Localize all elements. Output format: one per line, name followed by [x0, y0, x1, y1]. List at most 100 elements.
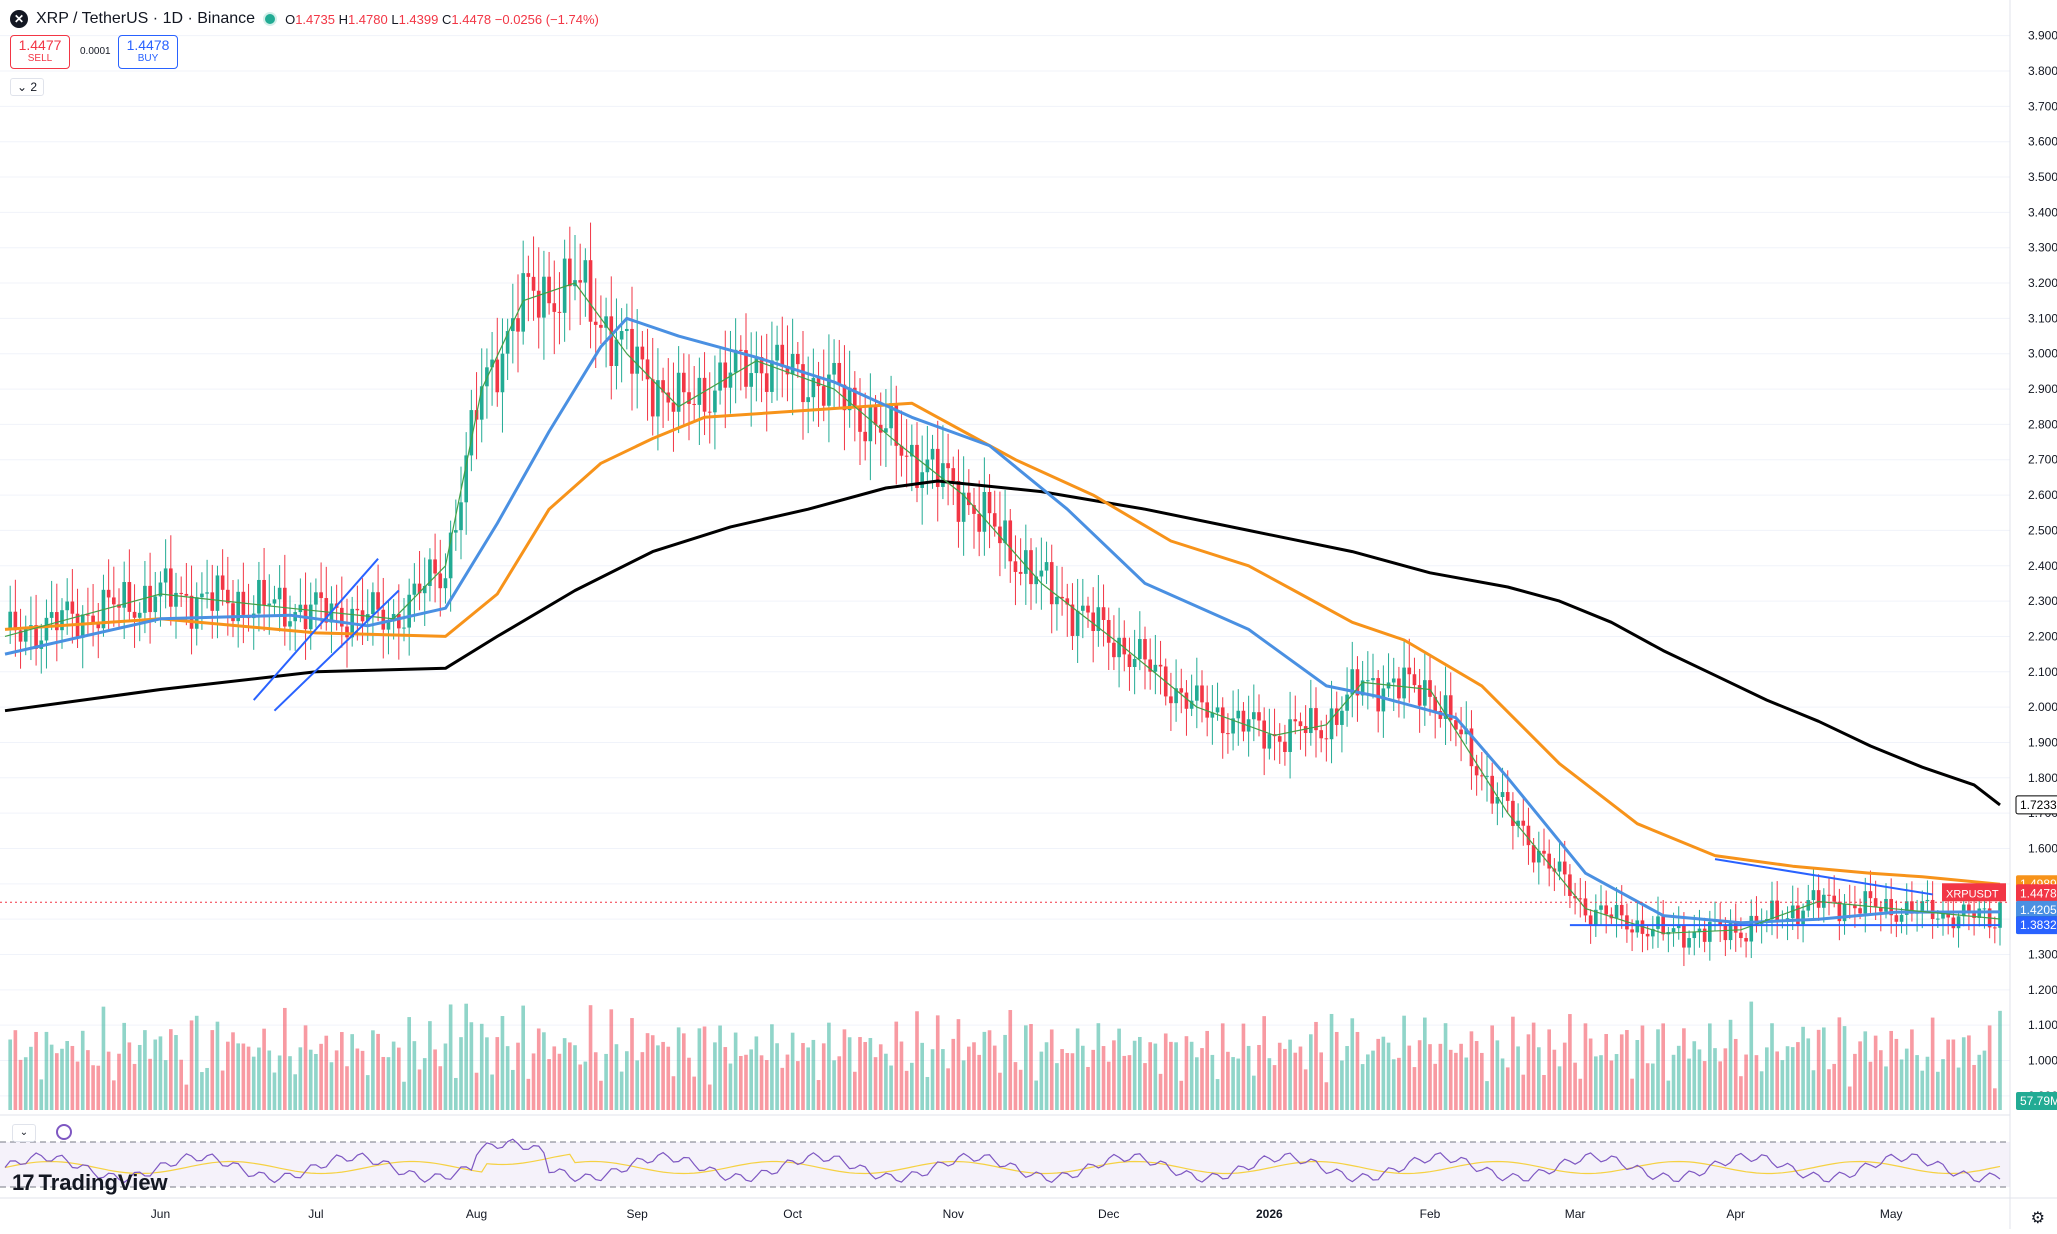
volume-bar: [1086, 1066, 1090, 1110]
rsi-loading-icon: [56, 1124, 72, 1140]
volume-bar: [1008, 1010, 1013, 1110]
candle-body: [1345, 694, 1349, 711]
volume-bar: [1863, 1031, 1868, 1110]
volume-bar: [1661, 1023, 1665, 1110]
candle-body: [44, 617, 49, 641]
candle-body: [568, 258, 572, 287]
candle-body: [1397, 678, 1401, 699]
settings-gear-icon[interactable]: ⚙: [2030, 1210, 2045, 1227]
price-tick-label: 2.0000: [2028, 700, 2057, 714]
volume-bar: [1158, 1073, 1163, 1110]
candle-body: [1557, 861, 1562, 872]
volume-bar: [780, 1067, 785, 1110]
volume-bar: [946, 1068, 950, 1110]
time-axis-label: Dec: [1098, 1207, 1119, 1221]
volume-bar: [1562, 1042, 1567, 1110]
volume-bar: [371, 1030, 375, 1110]
candle-body: [371, 592, 375, 615]
candle-body: [1910, 901, 1914, 914]
candle-body: [257, 579, 261, 614]
candle-body: [1516, 820, 1520, 826]
volume-bar: [1298, 1046, 1303, 1110]
tradingview-logo[interactable]: 17 TradingView: [12, 1170, 168, 1196]
candle-body: [495, 359, 500, 393]
volume-bar: [1448, 1049, 1453, 1110]
candle-body: [205, 592, 209, 594]
volume-bar: [733, 1032, 738, 1110]
symbol-title[interactable]: XRP / TetherUS · 1D · Binance: [36, 10, 256, 27]
volume-bar: [179, 1059, 183, 1110]
candle-body: [1003, 520, 1007, 544]
volume-bar: [1220, 1023, 1225, 1110]
volume-bar: [226, 1041, 230, 1110]
volume-bar: [951, 1038, 956, 1110]
candle-body: [1417, 685, 1422, 706]
volume-bar: [417, 1069, 422, 1110]
volume-bar: [1417, 1040, 1422, 1110]
candle-body: [661, 380, 665, 393]
candle-body: [915, 444, 919, 488]
candle-body: [288, 621, 292, 627]
buy-button[interactable]: 1.4478 BUY: [118, 35, 178, 69]
candle-body: [723, 362, 728, 388]
candle-body: [713, 390, 717, 413]
volume-bar: [1034, 1080, 1038, 1110]
volume-bar: [1195, 1057, 1199, 1110]
price-tick-label: 1.9000: [2028, 735, 2057, 749]
candle-body: [1702, 928, 1707, 942]
volume-bar: [1666, 1080, 1671, 1110]
candle-body: [1573, 895, 1577, 899]
volume-bar: [454, 1077, 458, 1110]
symbol-tag-text: XRPUSDT: [1946, 888, 1999, 900]
volume-bar: [283, 1007, 287, 1110]
volume-bar: [1967, 1035, 1971, 1110]
volume-bar: [1946, 1039, 1950, 1110]
volume-bar: [1350, 1018, 1355, 1110]
candle-body: [816, 377, 821, 387]
candle-body: [402, 627, 406, 629]
candle-body: [676, 372, 681, 412]
volume-bar: [764, 1060, 769, 1110]
volume-bar: [1930, 1017, 1935, 1110]
candle-body: [1495, 797, 1500, 804]
candle-body: [1070, 604, 1075, 636]
volume-bar: [1438, 1043, 1443, 1110]
candle-body: [811, 377, 816, 398]
time-axis-label: Feb: [1420, 1207, 1441, 1221]
candle-body: [1096, 607, 1101, 632]
volume-bar: [847, 1037, 852, 1110]
candle-body: [1138, 639, 1142, 659]
volume-bar: [1366, 1054, 1370, 1110]
volume-bar: [925, 1076, 930, 1110]
volume-bar: [583, 1061, 588, 1110]
candle-body: [951, 468, 956, 481]
volume-bar: [723, 1047, 728, 1110]
volume-bar: [1941, 1059, 1945, 1110]
candle-body: [1635, 920, 1640, 933]
volume-bar: [112, 1080, 116, 1110]
volume-bar: [1516, 1046, 1520, 1110]
volume-bar: [661, 1041, 665, 1110]
volume-bar: [884, 1053, 888, 1110]
volume-bar: [158, 1036, 163, 1110]
sell-button[interactable]: 1.4477 SELL: [10, 35, 70, 69]
candle-body: [438, 573, 443, 589]
volume-bar: [329, 1062, 334, 1110]
ma100-line: [4, 401, 2001, 886]
rsi-collapse-button[interactable]: ⌄: [12, 1124, 36, 1142]
volume-bar: [381, 1056, 386, 1110]
volume-bar: [1407, 1045, 1412, 1110]
volume-bar: [1070, 1053, 1075, 1110]
volume-bar: [878, 1044, 883, 1110]
volume-bar: [298, 1047, 303, 1110]
volume-bar: [1837, 1017, 1842, 1110]
candle-body: [790, 353, 795, 375]
candle-body: [448, 532, 453, 579]
buy-price: 1.4478: [126, 37, 170, 53]
candle-body: [1091, 612, 1095, 632]
indicators-toggle[interactable]: ⌄ 2: [10, 78, 45, 96]
volume-bar: [1775, 1051, 1779, 1110]
volume-bar: [459, 1037, 463, 1110]
volume-bar: [448, 1004, 453, 1110]
